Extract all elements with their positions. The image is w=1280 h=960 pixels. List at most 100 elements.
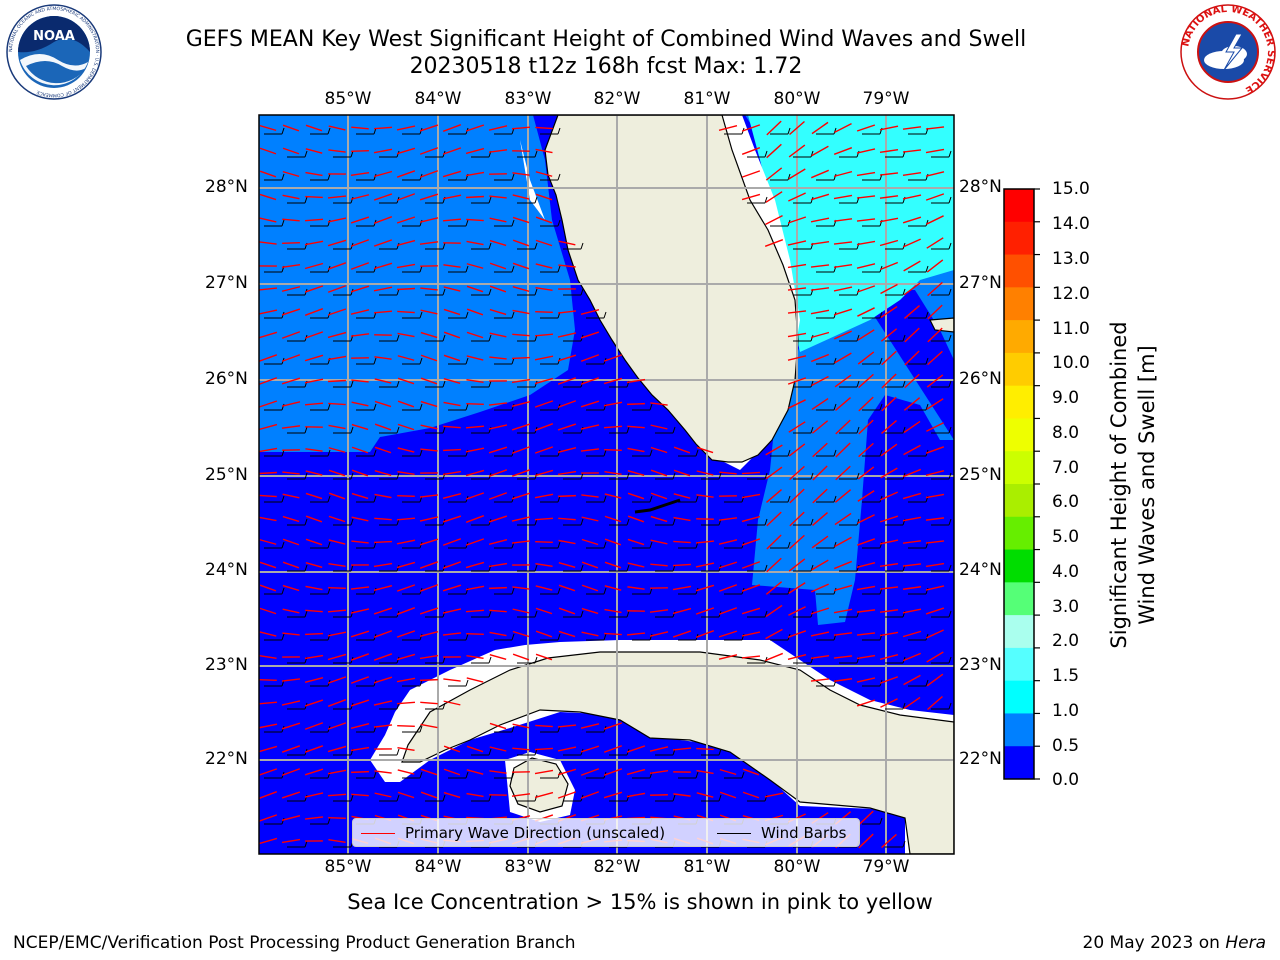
wave-direction-arrow bbox=[443, 401, 461, 407]
wave-direction-arrow bbox=[627, 425, 645, 429]
wave-direction-arrow bbox=[351, 492, 369, 500]
wind-barb bbox=[379, 748, 400, 756]
wave-direction-arrow bbox=[534, 493, 554, 499]
wave-direction-arrow bbox=[443, 308, 461, 316]
wave-direction-arrow bbox=[789, 465, 805, 481]
wave-direction-arrow bbox=[834, 512, 852, 526]
wave-direction-arrow bbox=[879, 654, 899, 660]
wave-direction-arrow bbox=[328, 539, 346, 545]
colorbar-segment bbox=[1004, 418, 1034, 452]
wave-direction-arrow bbox=[856, 632, 876, 636]
wind-barb bbox=[885, 426, 906, 434]
wave-direction-arrow bbox=[259, 814, 278, 822]
lat-label: 28°N bbox=[959, 177, 1002, 197]
wave-direction-arrow bbox=[856, 148, 876, 154]
noaa-logo-icon: NOAA NATIONAL OCEANIC AND ATMOSPHERIC AD… bbox=[6, 4, 102, 100]
wave-direction-arrow bbox=[650, 563, 668, 567]
wave-direction-arrow bbox=[281, 425, 301, 429]
credit-date-text: 20 May 2023 on bbox=[1082, 933, 1226, 953]
wave-direction-arrow bbox=[696, 792, 714, 798]
wave-direction-arrow bbox=[535, 747, 553, 751]
wave-direction-arrow bbox=[351, 516, 369, 522]
wind-barb bbox=[264, 495, 285, 503]
wind-barb bbox=[494, 403, 515, 411]
wave-direction-arrow bbox=[626, 792, 646, 798]
wind-barb bbox=[402, 265, 423, 273]
wave-direction-arrow bbox=[811, 535, 829, 549]
wind-barb bbox=[356, 587, 377, 595]
wind-barb bbox=[931, 334, 952, 342]
colorbar-tick: 12.0 bbox=[1052, 284, 1090, 304]
wave-direction-arrow bbox=[350, 309, 370, 315]
wave-direction-arrow bbox=[603, 722, 623, 730]
wind-barb bbox=[402, 771, 423, 779]
wave-direction-arrow bbox=[534, 446, 554, 454]
wind-barb bbox=[839, 426, 860, 434]
wave-direction-arrow bbox=[627, 402, 645, 406]
wind-barb bbox=[494, 311, 515, 319]
wave-direction-arrow bbox=[626, 768, 646, 776]
lat-label: 27°N bbox=[959, 273, 1002, 293]
wave-direction-arrow bbox=[535, 239, 553, 247]
wave-direction-arrow bbox=[420, 400, 438, 408]
wave-direction-arrow bbox=[374, 792, 392, 798]
wind-barb bbox=[310, 541, 331, 549]
wave-direction-arrow bbox=[281, 745, 301, 753]
wave-direction-arrow bbox=[902, 540, 922, 544]
wave-direction-arrow bbox=[373, 562, 393, 568]
wave-direction-arrow bbox=[811, 420, 829, 434]
wind-barb bbox=[310, 173, 331, 181]
wind-barb bbox=[563, 288, 584, 296]
wave-direction-arrow bbox=[396, 584, 416, 592]
wind-barb bbox=[356, 495, 377, 503]
lon-label: 80°W bbox=[773, 89, 821, 109]
lat-label: 22°N bbox=[205, 749, 248, 769]
wave-direction-arrow bbox=[766, 120, 782, 136]
wave-direction-arrow bbox=[397, 355, 415, 361]
wind-barb bbox=[471, 242, 492, 250]
wave-direction-arrow bbox=[259, 147, 277, 155]
wave-direction-arrow bbox=[925, 493, 945, 499]
wave-direction-arrow bbox=[696, 769, 714, 775]
wind-barb bbox=[862, 357, 883, 365]
wave-direction-arrow bbox=[419, 654, 439, 660]
wave-direction-arrow bbox=[833, 655, 853, 659]
wave-direction-arrow bbox=[835, 465, 851, 481]
wave-direction-arrow bbox=[835, 397, 851, 411]
wind-barb bbox=[264, 541, 285, 549]
wave-direction-arrow bbox=[856, 263, 876, 269]
wind-barb bbox=[724, 771, 745, 779]
wave-direction-arrow bbox=[465, 469, 485, 477]
wave-direction-arrow bbox=[489, 722, 507, 730]
florida-peninsula bbox=[544, 115, 799, 463]
wave-direction-arrow bbox=[466, 792, 484, 798]
colorbar-frame bbox=[1003, 188, 1035, 780]
wind-barb bbox=[379, 794, 400, 802]
wave-direction-arrow bbox=[443, 768, 461, 776]
wave-direction-arrow bbox=[926, 651, 944, 663]
wave-direction-arrow bbox=[810, 678, 830, 682]
wave-direction-arrow bbox=[488, 492, 508, 500]
wave-direction-arrow bbox=[281, 377, 301, 385]
wave-direction-arrow bbox=[604, 493, 622, 499]
wave-direction-arrow bbox=[488, 539, 508, 545]
wave-direction-arrow bbox=[603, 354, 623, 362]
wave-direction-arrow bbox=[512, 262, 530, 270]
lon-label: 79°W bbox=[862, 857, 910, 877]
wind-barb bbox=[517, 794, 538, 802]
wave-direction-arrow bbox=[465, 609, 485, 613]
wind-barb bbox=[839, 564, 860, 572]
wave-direction-arrow bbox=[879, 172, 899, 176]
colorbar-segment bbox=[1004, 189, 1034, 223]
wave-direction-arrow bbox=[281, 838, 301, 844]
wind-barb bbox=[264, 449, 285, 457]
colorbar-label-line2: Wind Waves and Swell [m] bbox=[1135, 345, 1159, 625]
wave-direction-arrow bbox=[420, 331, 438, 339]
wave-direction-arrow bbox=[810, 353, 830, 363]
wave-direction-arrow bbox=[511, 400, 531, 408]
wave-direction-arrow bbox=[373, 584, 393, 592]
wind-barb bbox=[839, 472, 860, 480]
wind-barb bbox=[402, 633, 423, 641]
wave-direction-arrow bbox=[465, 538, 485, 546]
wave-direction-arrow bbox=[672, 630, 692, 638]
